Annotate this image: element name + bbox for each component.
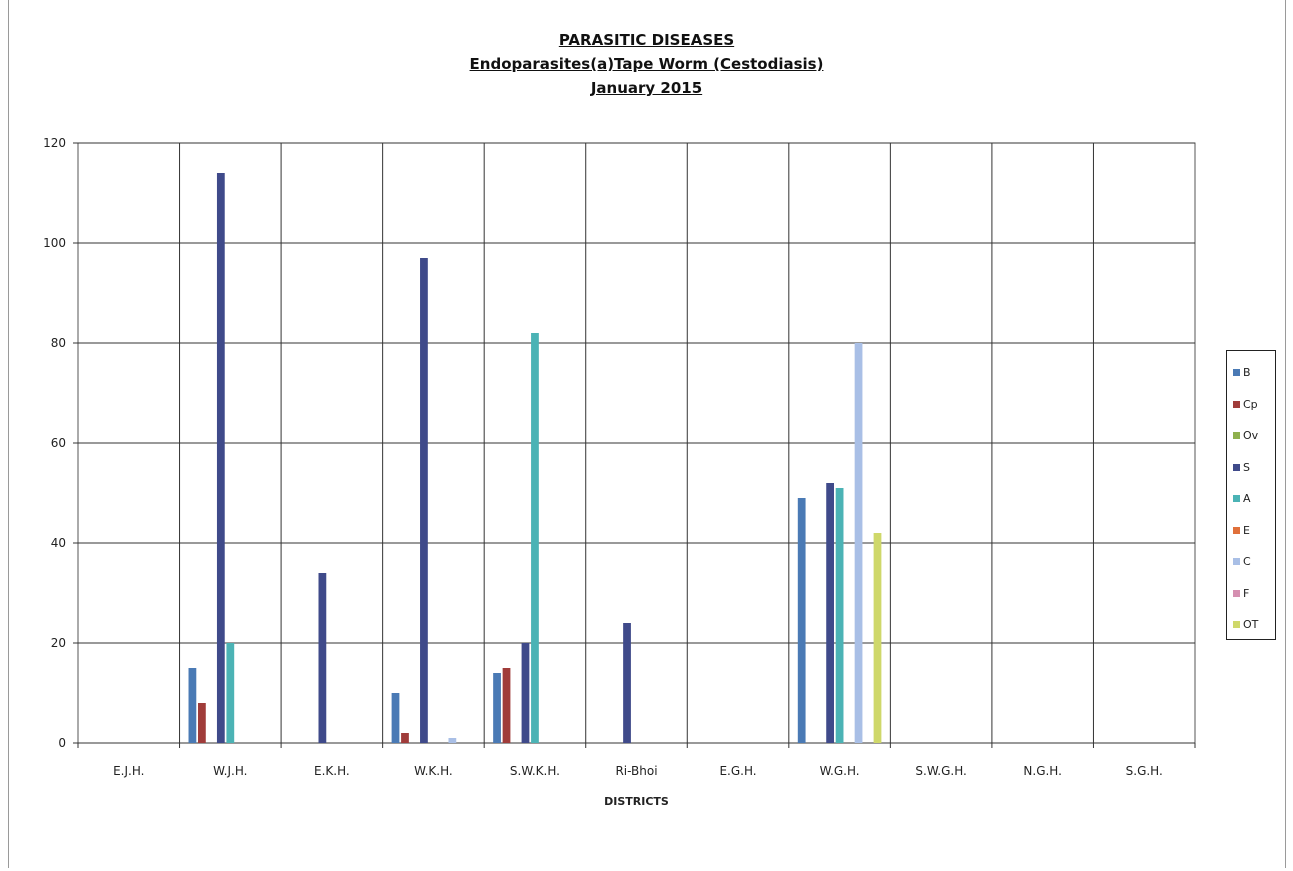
bar-Cp-W.K.H. [401, 733, 409, 743]
y-tick-label: 40 [51, 536, 66, 550]
bar-Cp-S.W.K.H. [502, 668, 511, 743]
x-tick-label: E.J.H. [113, 764, 144, 778]
bar-C-W.G.H. [854, 343, 863, 743]
legend-label: Ov [1243, 429, 1259, 443]
bar-S-E.K.H. [318, 573, 327, 743]
legend-item: C [1227, 546, 1275, 578]
chart-titles: PARASITIC DISEASES Endoparasites(a)Tape … [0, 28, 1293, 100]
y-tick-label: 20 [51, 636, 66, 650]
x-tick-label: W.G.H. [820, 764, 860, 778]
y-tick-label: 60 [51, 436, 66, 450]
legend-item: B [1227, 357, 1275, 389]
legend-swatch [1233, 526, 1240, 534]
legend-item: F [1227, 578, 1275, 610]
x-tick-label: S.W.G.H. [915, 764, 966, 778]
legend-label: A [1243, 492, 1251, 506]
bar-S-W.G.H. [826, 483, 834, 743]
legend-label: B [1243, 366, 1251, 380]
x-tick-label: E.K.H. [314, 764, 350, 778]
bar-A-S.W.K.H. [531, 333, 539, 743]
bar-S-S.W.K.H. [521, 643, 530, 743]
x-tick-label: E.G.H. [719, 764, 756, 778]
y-tick-label: 0 [58, 736, 66, 750]
legend-item: OT [1227, 609, 1275, 641]
chart-subtitle: Endoparasites(a)Tape Worm (Cestodiasis) [469, 55, 824, 73]
legend-label: Cp [1243, 397, 1258, 411]
bar-B-W.G.H. [797, 498, 806, 743]
legend-swatch [1233, 463, 1240, 471]
legend-swatch [1233, 589, 1240, 597]
bar-C-W.K.H. [448, 738, 457, 743]
legend-item: E [1227, 515, 1275, 547]
legend-item: Cp [1227, 389, 1275, 421]
legend-label: S [1243, 460, 1250, 474]
x-tick-label: W.J.H. [213, 764, 247, 778]
bar-S-W.J.H. [216, 173, 225, 743]
legend-item: Ov [1227, 420, 1275, 452]
bar-S-W.K.H. [420, 258, 428, 743]
bar-A-W.G.H. [835, 488, 844, 743]
legend-swatch [1233, 495, 1240, 503]
bar-B-S.W.K.H. [493, 673, 501, 743]
chart-legend: B Cp Ov S A E C F OT [1226, 350, 1276, 640]
bar-A-W.J.H. [226, 643, 235, 743]
chart-period: January 2015 [590, 79, 703, 97]
legend-label: F [1243, 586, 1250, 600]
legend-swatch [1233, 369, 1240, 377]
bar-B-W.K.H. [391, 693, 400, 743]
legend-label: E [1243, 523, 1250, 537]
x-tick-label: N.G.H. [1023, 764, 1062, 778]
legend-swatch [1233, 400, 1240, 408]
x-tick-label: S.G.H. [1126, 764, 1163, 778]
x-tick-label: Ri-Bhoi [615, 764, 657, 778]
bar-OT-W.G.H. [873, 533, 882, 743]
x-tick-label: S.W.K.H. [510, 764, 560, 778]
y-tick-label: 100 [43, 236, 66, 250]
legend-swatch [1233, 621, 1240, 629]
legend-swatch [1233, 558, 1240, 566]
y-tick-label: 80 [51, 336, 66, 350]
legend-label: OT [1243, 618, 1259, 632]
bar-B-W.J.H. [188, 668, 197, 743]
chart-frame [8, 0, 1286, 868]
legend-item: A [1227, 483, 1275, 515]
y-tick-label: 120 [43, 136, 66, 150]
legend-swatch [1233, 432, 1240, 440]
legend-item: S [1227, 452, 1275, 484]
chart-title: PARASITIC DISEASES [558, 31, 735, 49]
x-axis-title: DISTRICTS [604, 795, 669, 808]
bar-S-Ri-Bhoi [623, 623, 631, 743]
legend-label: C [1243, 555, 1251, 569]
bar-Cp-W.J.H. [197, 703, 206, 743]
x-tick-label: W.K.H. [414, 764, 453, 778]
